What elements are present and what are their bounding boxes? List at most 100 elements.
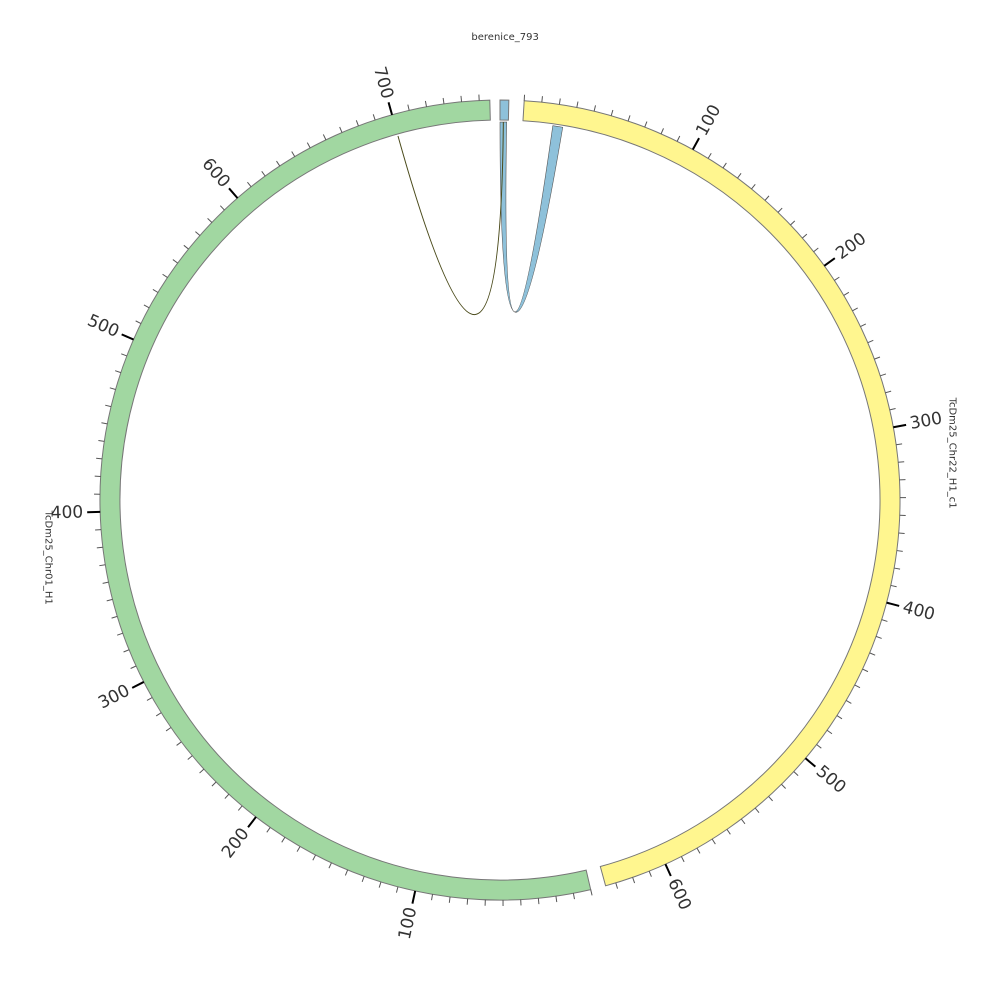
- minor-tick: [726, 829, 731, 835]
- minor-tick: [123, 649, 130, 653]
- major-tick: [247, 816, 257, 828]
- minor-tick: [836, 715, 843, 720]
- tick-label: 400: [900, 597, 936, 625]
- minor-tick: [854, 684, 861, 689]
- tick-label: 200: [832, 229, 870, 264]
- minor-tick: [224, 793, 230, 799]
- minor-tick: [111, 615, 118, 619]
- minor-tick: [237, 805, 243, 811]
- tick-label: 400: [50, 502, 83, 523]
- minor-tick: [793, 771, 799, 776]
- minor-tick: [102, 581, 109, 584]
- minor-tick: [101, 422, 108, 425]
- minor-tick: [894, 567, 901, 570]
- minor-tick: [890, 584, 897, 588]
- minor-tick: [881, 619, 888, 622]
- minor-tick: [696, 847, 701, 854]
- minor-tick: [135, 320, 142, 324]
- tick-label: 600: [198, 154, 234, 192]
- major-tick: [893, 423, 907, 429]
- minor-tick: [183, 244, 189, 250]
- minor-tick: [576, 101, 579, 108]
- minor-tick: [355, 120, 359, 127]
- minor-tick: [143, 304, 150, 309]
- minor-tick: [152, 288, 159, 293]
- minor-tick: [442, 97, 445, 105]
- minor-tick: [880, 373, 887, 377]
- minor-tick: [199, 768, 205, 774]
- minor-tick: [852, 307, 858, 312]
- minor-tick: [660, 128, 664, 135]
- major-tick: [387, 102, 394, 116]
- minor-tick: [291, 151, 296, 157]
- minor-tick: [802, 233, 808, 239]
- minor-tick: [711, 838, 716, 845]
- minor-tick: [172, 259, 179, 264]
- minor-tick: [627, 115, 631, 122]
- minor-tick: [644, 121, 648, 128]
- minor-tick: [843, 291, 850, 296]
- minor-tick: [898, 461, 905, 463]
- minor-tick: [195, 231, 201, 236]
- minor-tick: [590, 889, 593, 896]
- minor-tick: [541, 96, 543, 103]
- tick-label: 300: [95, 681, 133, 714]
- minor-tick: [339, 126, 343, 133]
- minor-tick: [737, 173, 742, 179]
- segment-ring: [499, 99, 510, 121]
- minor-tick: [96, 546, 103, 549]
- minor-tick: [207, 217, 213, 223]
- major-tick: [823, 257, 836, 267]
- minor-tick: [306, 142, 311, 149]
- minor-tick: [593, 105, 597, 112]
- minor-tick: [751, 183, 756, 190]
- tick-label: 500: [812, 762, 850, 798]
- minor-tick: [99, 564, 106, 567]
- minor-tick: [610, 109, 614, 116]
- segment-label: berenice_793: [471, 32, 538, 43]
- major-tick: [121, 333, 134, 341]
- minor-tick: [813, 247, 819, 253]
- minor-tick: [572, 893, 575, 900]
- minor-tick: [790, 220, 796, 226]
- minor-tick: [722, 162, 727, 169]
- minor-tick: [407, 104, 410, 111]
- link: [499, 121, 564, 313]
- minor-tick: [312, 854, 317, 861]
- minor-tick: [344, 869, 349, 876]
- minor-tick: [648, 870, 652, 877]
- minor-tick: [754, 807, 760, 813]
- minor-tick: [219, 205, 225, 211]
- minor-tick: [176, 741, 182, 746]
- minor-tick: [680, 856, 685, 863]
- minor-tick: [155, 712, 162, 717]
- minor-tick: [867, 339, 874, 344]
- tick-label: 100: [692, 101, 725, 139]
- minor-tick: [105, 404, 112, 408]
- minor-tick: [555, 896, 558, 903]
- tick-label: 700: [369, 65, 397, 102]
- minor-tick: [281, 836, 286, 843]
- minor-tick: [146, 697, 153, 701]
- minor-tick: [361, 876, 365, 883]
- minor-tick: [372, 114, 376, 121]
- minor-tick: [165, 727, 172, 732]
- minor-tick: [162, 273, 168, 278]
- minor-tick: [247, 181, 252, 188]
- minor-tick: [211, 781, 217, 787]
- minor-tick: [816, 744, 822, 749]
- minor-tick: [740, 818, 746, 825]
- minor-tick: [834, 276, 840, 281]
- minor-tick: [114, 370, 121, 374]
- minor-tick: [121, 353, 128, 357]
- segment-ring: [522, 100, 901, 887]
- minor-tick: [826, 729, 833, 735]
- minor-tick: [860, 323, 867, 328]
- minor-tick: [328, 862, 332, 869]
- minor-tick: [266, 827, 271, 833]
- tick-label: 500: [84, 311, 122, 342]
- minor-tick: [862, 668, 869, 673]
- minor-tick: [261, 170, 266, 177]
- minor-tick: [632, 877, 636, 884]
